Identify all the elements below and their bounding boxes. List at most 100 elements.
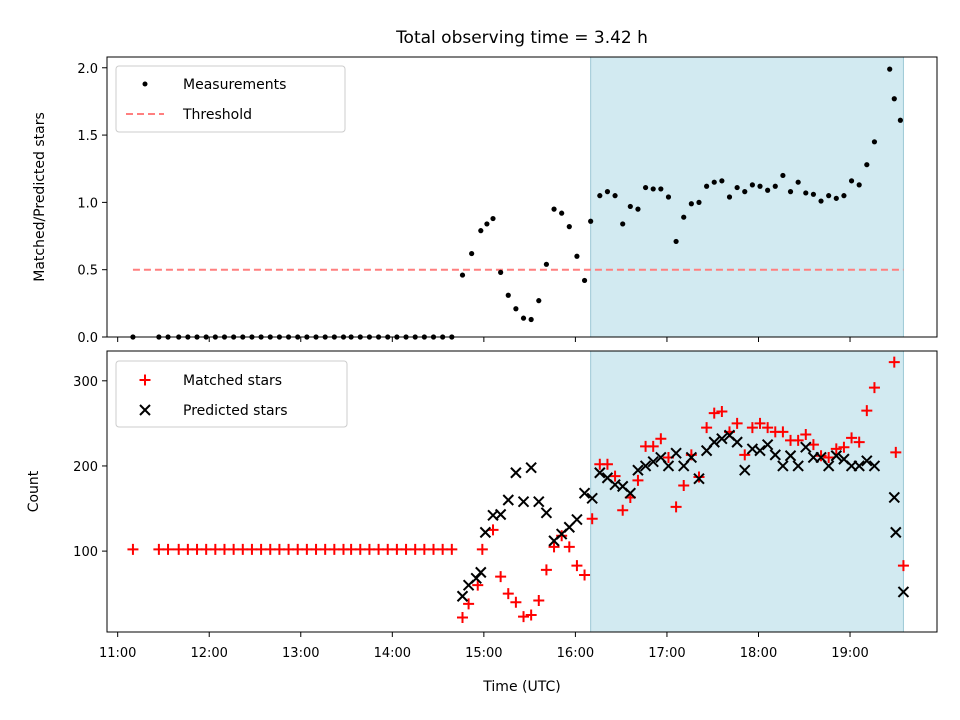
measurement-point: [469, 250, 475, 257]
predicted-star-point: [784, 450, 797, 462]
predicted-star-point: [868, 460, 881, 472]
predicted-star-point: [510, 467, 522, 479]
predicted-star-point: [897, 586, 910, 598]
matched-star-point: [632, 474, 644, 486]
predicted-star-point: [670, 447, 682, 459]
matched-star-point: [670, 501, 682, 513]
predicted-star-point: [761, 438, 774, 451]
matched-star-point: [693, 471, 705, 483]
matched-star-point: [746, 422, 758, 434]
matched-star-point: [579, 569, 591, 581]
predicted-star-point: [571, 513, 583, 526]
matched-star-point: [739, 449, 751, 461]
matched-star-point: [563, 541, 575, 553]
predicted-legend-marker: [139, 404, 151, 416]
time-x-tick-label: 14:00: [374, 646, 411, 661]
measurement-point: [574, 253, 580, 259]
matched-star-point: [472, 579, 484, 591]
time-x-tick-label: 12:00: [190, 646, 227, 661]
matched-star-point: [823, 451, 835, 463]
matched-star-point: [868, 382, 880, 394]
matched-star-point: [601, 458, 613, 470]
chart-title: Total observing time = 3.42 h: [395, 28, 648, 48]
matched-star-point: [476, 543, 488, 555]
predicted-star-point: [731, 436, 743, 448]
measurement-point: [696, 199, 702, 205]
measurement-point: [810, 191, 817, 197]
ratio-y-tick-label: 0.0: [77, 331, 98, 346]
measurement-point: [650, 186, 656, 192]
matched-star-point: [897, 560, 909, 572]
measurement-point: [536, 298, 542, 304]
measurement-point: [513, 306, 519, 312]
count-panel-frame: [106, 350, 938, 633]
measurement-point: [704, 183, 710, 189]
measurement-point: [742, 189, 748, 195]
measurement-point: [635, 206, 641, 212]
predicted-star-point: [502, 494, 514, 506]
matched-star-point: [762, 422, 774, 434]
measurement-point: [803, 190, 809, 196]
measurement-point: [551, 206, 557, 212]
matched-star-point: [162, 543, 174, 555]
predicted-star-point: [716, 432, 728, 445]
measurement-point: [887, 66, 893, 72]
matched-star-point: [716, 405, 728, 417]
measurement-point: [642, 184, 649, 191]
measurements-legend-marker: [142, 81, 148, 87]
threshold-legend-label: Threshold: [182, 107, 252, 123]
time-x-tick-label: 17:00: [648, 646, 685, 661]
count-y-tick-label: 200: [73, 460, 98, 475]
predicted-star-point: [861, 455, 873, 467]
predicted-stars-points: [456, 429, 910, 602]
measurement-point: [559, 210, 565, 216]
measurement-point: [588, 218, 594, 224]
measurement-point: [749, 182, 755, 188]
measurement-point: [780, 172, 786, 179]
measurement-point: [795, 179, 801, 185]
measurement-point: [490, 215, 496, 222]
matched-star-point: [888, 356, 900, 368]
predicted-star-point: [578, 487, 591, 499]
matched-star-point: [609, 470, 621, 482]
predicted-star-point: [708, 436, 720, 448]
measurement-point: [818, 198, 824, 204]
predicted-star-point: [662, 460, 675, 472]
predicted-star-point: [769, 449, 781, 461]
predicted-star-point: [888, 491, 900, 504]
matched-star-point: [861, 405, 873, 417]
measurement-point: [673, 238, 679, 245]
matched-star-point: [838, 441, 850, 453]
count-y-tick-label: 300: [73, 375, 98, 390]
measurement-point: [841, 193, 847, 199]
predicted-star-point: [540, 507, 553, 519]
matched-star-point: [846, 432, 858, 444]
matched-star-point: [830, 443, 842, 455]
measurement-point: [612, 193, 618, 199]
time-x-axis-label: Time (UTC): [482, 679, 560, 695]
ratio-panel-frame: [106, 56, 938, 338]
measurement-point: [871, 139, 878, 145]
ratio-y-tick-label: 2.0: [77, 62, 98, 77]
measurement-point: [757, 183, 763, 189]
measurement-point: [711, 179, 717, 185]
predicted-star-point: [647, 455, 659, 468]
predicted-star-point: [822, 460, 835, 472]
matched-star-point: [754, 417, 766, 429]
matched-star-point: [540, 564, 552, 576]
matched-star-point: [617, 504, 629, 516]
measurement-point: [520, 315, 527, 321]
ratio-legend-box: [115, 65, 346, 133]
ratio-y-ticks: 0.0 0.5 1.0 1.5 2.0: [77, 62, 107, 346]
predicted-star-point: [777, 460, 789, 472]
matched-star-point: [495, 571, 507, 583]
matched-star-point: [571, 560, 583, 572]
measurement-point: [543, 261, 550, 267]
measurement-point: [897, 117, 903, 123]
time-x-tick-label: 11:00: [99, 646, 136, 661]
ratio-panel: 0.0 0.5 1.0 1.5 2.0 Total observing time = 3…: [32, 28, 938, 346]
measurement-point: [833, 195, 839, 201]
measurement-point: [665, 194, 672, 200]
count-y-ticks: 100 200 300: [73, 375, 107, 560]
